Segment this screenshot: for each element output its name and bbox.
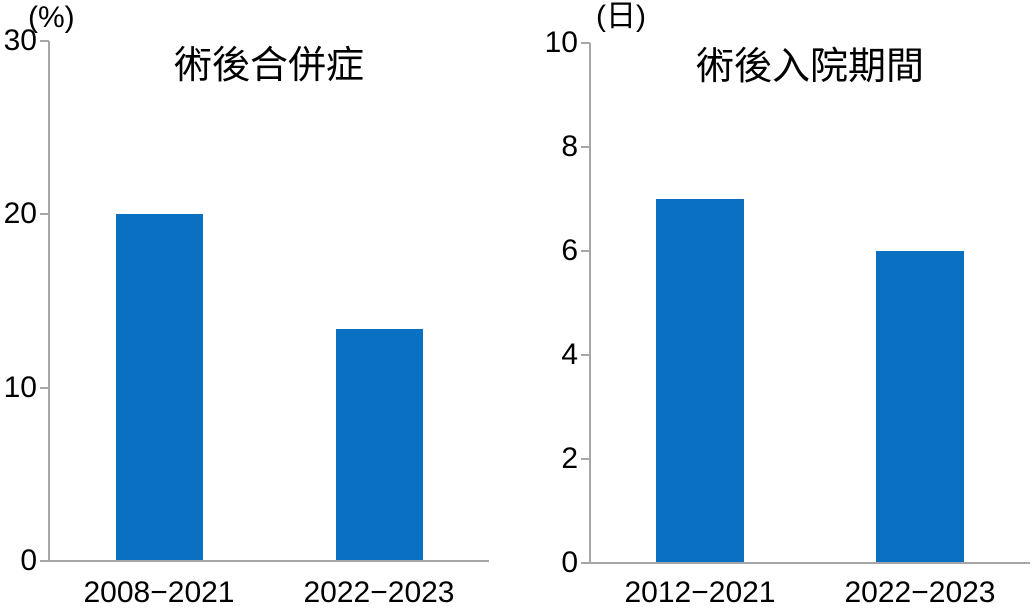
bar — [656, 199, 744, 563]
bar — [876, 251, 964, 563]
y-axis-line — [589, 43, 591, 563]
category-label: 2022−2023 — [303, 576, 455, 609]
y-tick-label: 0 — [561, 546, 578, 579]
bar — [335, 328, 423, 561]
y-tick-label: 4 — [561, 338, 578, 371]
y-tick-label: 2 — [561, 442, 578, 475]
chart-title: 術後合併症 — [173, 45, 364, 87]
chart-title: 術後入院期間 — [695, 46, 924, 88]
y-tick-mark — [40, 386, 49, 389]
y-tick-label: 20 — [3, 197, 37, 231]
y-tick-mark — [581, 458, 590, 460]
y-tick-mark — [40, 560, 49, 562]
y-tick-mark — [581, 250, 590, 252]
x-axis-line — [48, 560, 489, 562]
x-axis-line — [589, 562, 1030, 564]
category-label: 2012−2021 — [624, 576, 776, 609]
category-label: 2008−2021 — [83, 576, 235, 609]
y-tick-mark — [581, 42, 590, 44]
y-tick-label: 8 — [561, 130, 578, 163]
y-tick-mark — [581, 354, 590, 356]
y-tick-label: 10 — [3, 370, 37, 404]
y-tick-label: 6 — [561, 234, 578, 267]
y-tick-mark — [581, 562, 590, 564]
y-axis-unit-label: (%) — [28, 1, 75, 34]
bar — [115, 214, 203, 561]
y-tick-mark — [581, 146, 590, 148]
y-tick-mark — [40, 213, 49, 216]
y-tick-mark — [40, 40, 49, 42]
y-tick-label: 30 — [3, 24, 37, 57]
y-axis-line — [48, 41, 50, 561]
y-tick-label: 10 — [544, 26, 578, 59]
y-axis-unit-label: (日) — [596, 0, 646, 33]
y-tick-label: 0 — [20, 544, 37, 577]
category-label: 2022−2023 — [844, 576, 996, 609]
